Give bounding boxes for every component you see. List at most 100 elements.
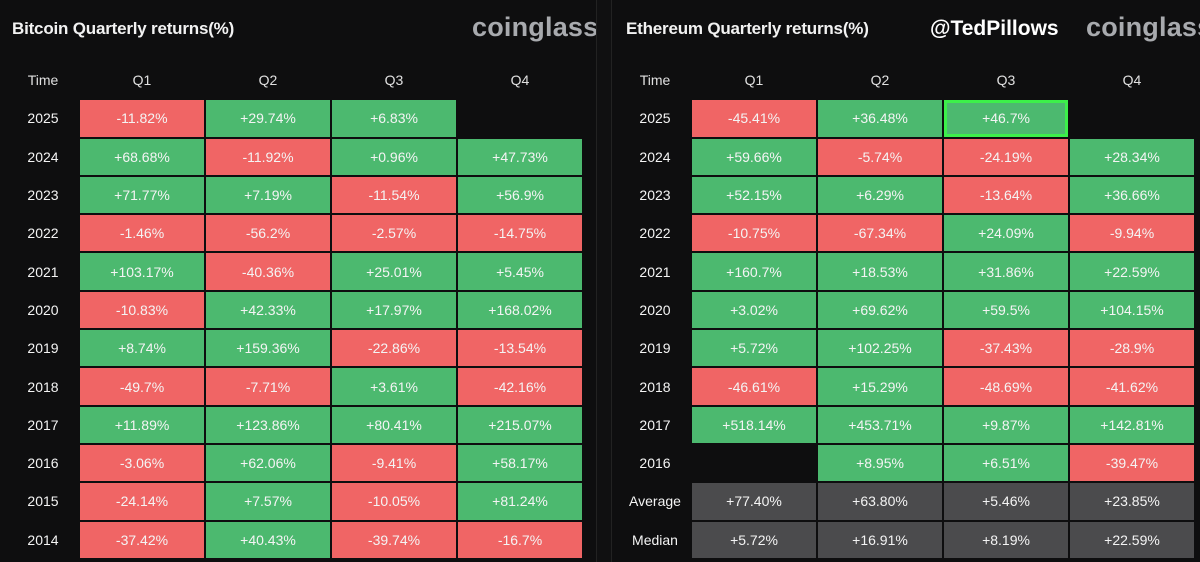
row-label: 2015 — [27, 493, 59, 510]
header-q3: Q3 — [996, 72, 1016, 89]
return-cell: +40.43% — [206, 521, 330, 558]
row-label: 2024 — [639, 148, 671, 165]
row-label: 2023 — [639, 187, 671, 204]
row-label: 2022 — [639, 225, 671, 242]
table-row: 2018 -49.7% -7.71% +3.61% -42.16% — [8, 368, 582, 405]
table-row: 2024 +68.68% -11.92% +0.96% +47.73% — [8, 138, 582, 175]
row-label: 2025 — [27, 110, 59, 127]
row-label: 2023 — [27, 187, 59, 204]
table-row: 2017 +11.89% +123.86% +80.41% +215.07% — [8, 406, 582, 443]
return-cell: -14.75% — [458, 215, 582, 252]
header-time: Time — [639, 72, 671, 89]
return-cell — [692, 445, 816, 481]
return-cell: +62.06% — [206, 444, 330, 482]
return-cell: +518.14% — [692, 406, 816, 443]
return-cell: +6.51% — [944, 444, 1068, 482]
stat-cell: +23.85% — [1070, 483, 1194, 520]
return-cell: +17.97% — [332, 291, 456, 329]
stat-cell: +16.91% — [818, 521, 942, 558]
return-cell: -3.06% — [80, 444, 204, 482]
return-cell: -24.14% — [80, 483, 204, 520]
return-cell: -10.83% — [80, 291, 204, 329]
return-cell: -67.34% — [818, 215, 942, 252]
table-row: 2018 -46.61% +15.29% -48.69% -41.62% — [620, 368, 1194, 405]
bitcoin-table-body: 2025 -11.82% +29.74% +6.83% 2024 +68.68% -11.9… — [8, 100, 582, 558]
row-label: 2021 — [27, 263, 59, 280]
return-cell: +104.15% — [1070, 291, 1194, 329]
return-cell: +36.48% — [818, 100, 942, 137]
header-row: Time Q1 Q2 Q3 Q4 — [8, 62, 582, 98]
table-row: 2016 -3.06% +62.06% -9.41% +58.17% — [8, 444, 582, 482]
row-label: 2024 — [27, 148, 59, 165]
header-q1: Q1 — [744, 72, 764, 89]
return-cell: +69.62% — [818, 291, 942, 329]
return-cell: -45.41% — [692, 100, 816, 137]
return-cell: +22.59% — [1070, 253, 1194, 290]
return-cell: -9.41% — [332, 444, 456, 482]
return-cell: +47.73% — [458, 138, 582, 175]
table-row: Average +77.40% +63.80% +5.46% +23.85% — [620, 483, 1194, 520]
return-cell: -39.74% — [332, 521, 456, 558]
table-row: 2020 -10.83% +42.33% +17.97% +168.02% — [8, 291, 582, 329]
row-label: 2021 — [639, 263, 671, 280]
return-cell: -28.9% — [1070, 330, 1194, 367]
header-q4: Q4 — [510, 72, 530, 89]
return-cell: +46.7% — [944, 100, 1068, 137]
return-cell: -56.2% — [206, 215, 330, 252]
row-label: 2014 — [27, 531, 59, 548]
return-cell — [1070, 100, 1194, 136]
return-cell: +28.34% — [1070, 138, 1194, 175]
return-cell: +56.9% — [458, 176, 582, 214]
table-row: 2024 +59.66% -5.74% -24.19% +28.34% — [620, 138, 1194, 175]
stat-cell: +5.72% — [692, 521, 816, 558]
row-label: 2017 — [639, 416, 671, 433]
return-cell: +9.87% — [944, 406, 1068, 443]
header-q2: Q2 — [870, 72, 890, 89]
return-cell: -16.7% — [458, 521, 582, 558]
return-cell: +168.02% — [458, 291, 582, 329]
table-row: Median +5.72% +16.91% +8.19% +22.59% — [620, 521, 1194, 558]
return-cell: +7.19% — [206, 176, 330, 214]
return-cell: +59.66% — [692, 138, 816, 175]
return-cell: +6.83% — [332, 100, 456, 137]
ethereum-table-body: 2025 -45.41% +36.48% +46.7% 2024 +59.66% -5.74… — [620, 100, 1194, 558]
ethereum-returns-table: Time Q1 Q2 Q3 Q4 2025 -45.41% +36.48% +46.7… — [618, 60, 1196, 560]
header-time: Time — [27, 72, 59, 89]
return-cell: +7.57% — [206, 483, 330, 520]
stat-cell: +5.46% — [944, 483, 1068, 520]
stat-cell: +8.19% — [944, 521, 1068, 558]
return-cell: +5.45% — [458, 253, 582, 290]
return-cell: -40.36% — [206, 253, 330, 290]
row-label: Average — [629, 493, 681, 510]
return-cell: -13.54% — [458, 330, 582, 367]
return-cell: -37.42% — [80, 521, 204, 558]
header-q3: Q3 — [384, 72, 404, 89]
row-label: 2020 — [639, 301, 671, 318]
row-label: 2018 — [27, 378, 59, 395]
return-cell: +68.68% — [80, 138, 204, 175]
return-cell: +11.89% — [80, 406, 204, 443]
return-cell: -9.94% — [1070, 215, 1194, 252]
row-label: 2016 — [27, 455, 59, 472]
author-handle: @TedPillows — [930, 17, 1059, 40]
return-cell: -39.47% — [1070, 444, 1194, 482]
bitcoin-returns-table: Time Q1 Q2 Q3 Q4 2025 -11.82% +29.74% +6.83… — [6, 60, 584, 560]
table-row: 2023 +52.15% +6.29% -13.64% +36.66% — [620, 176, 1194, 214]
table-row: 2023 +71.77% +7.19% -11.54% +56.9% — [8, 176, 582, 214]
table-row: 2025 -11.82% +29.74% +6.83% — [8, 100, 582, 137]
return-cell: +159.36% — [206, 330, 330, 367]
return-cell: -2.57% — [332, 215, 456, 252]
return-cell: +8.95% — [818, 444, 942, 482]
panel-divider — [596, 0, 612, 562]
row-label: 2019 — [639, 340, 671, 357]
return-cell: +15.29% — [818, 368, 942, 405]
return-cell: +29.74% — [206, 100, 330, 137]
row-label: 2018 — [639, 378, 671, 395]
return-cell: -46.61% — [692, 368, 816, 405]
return-cell: -13.64% — [944, 176, 1068, 214]
bitcoin-title: Bitcoin Quarterly returns(%) — [12, 19, 235, 38]
table-row: 2019 +8.74% +159.36% -22.86% -13.54% — [8, 330, 582, 367]
table-row: 2016 +8.95% +6.51% -39.47% — [620, 444, 1194, 482]
stat-cell: +77.40% — [692, 483, 816, 520]
table-row: 2021 +103.17% -40.36% +25.01% +5.45% — [8, 253, 582, 290]
